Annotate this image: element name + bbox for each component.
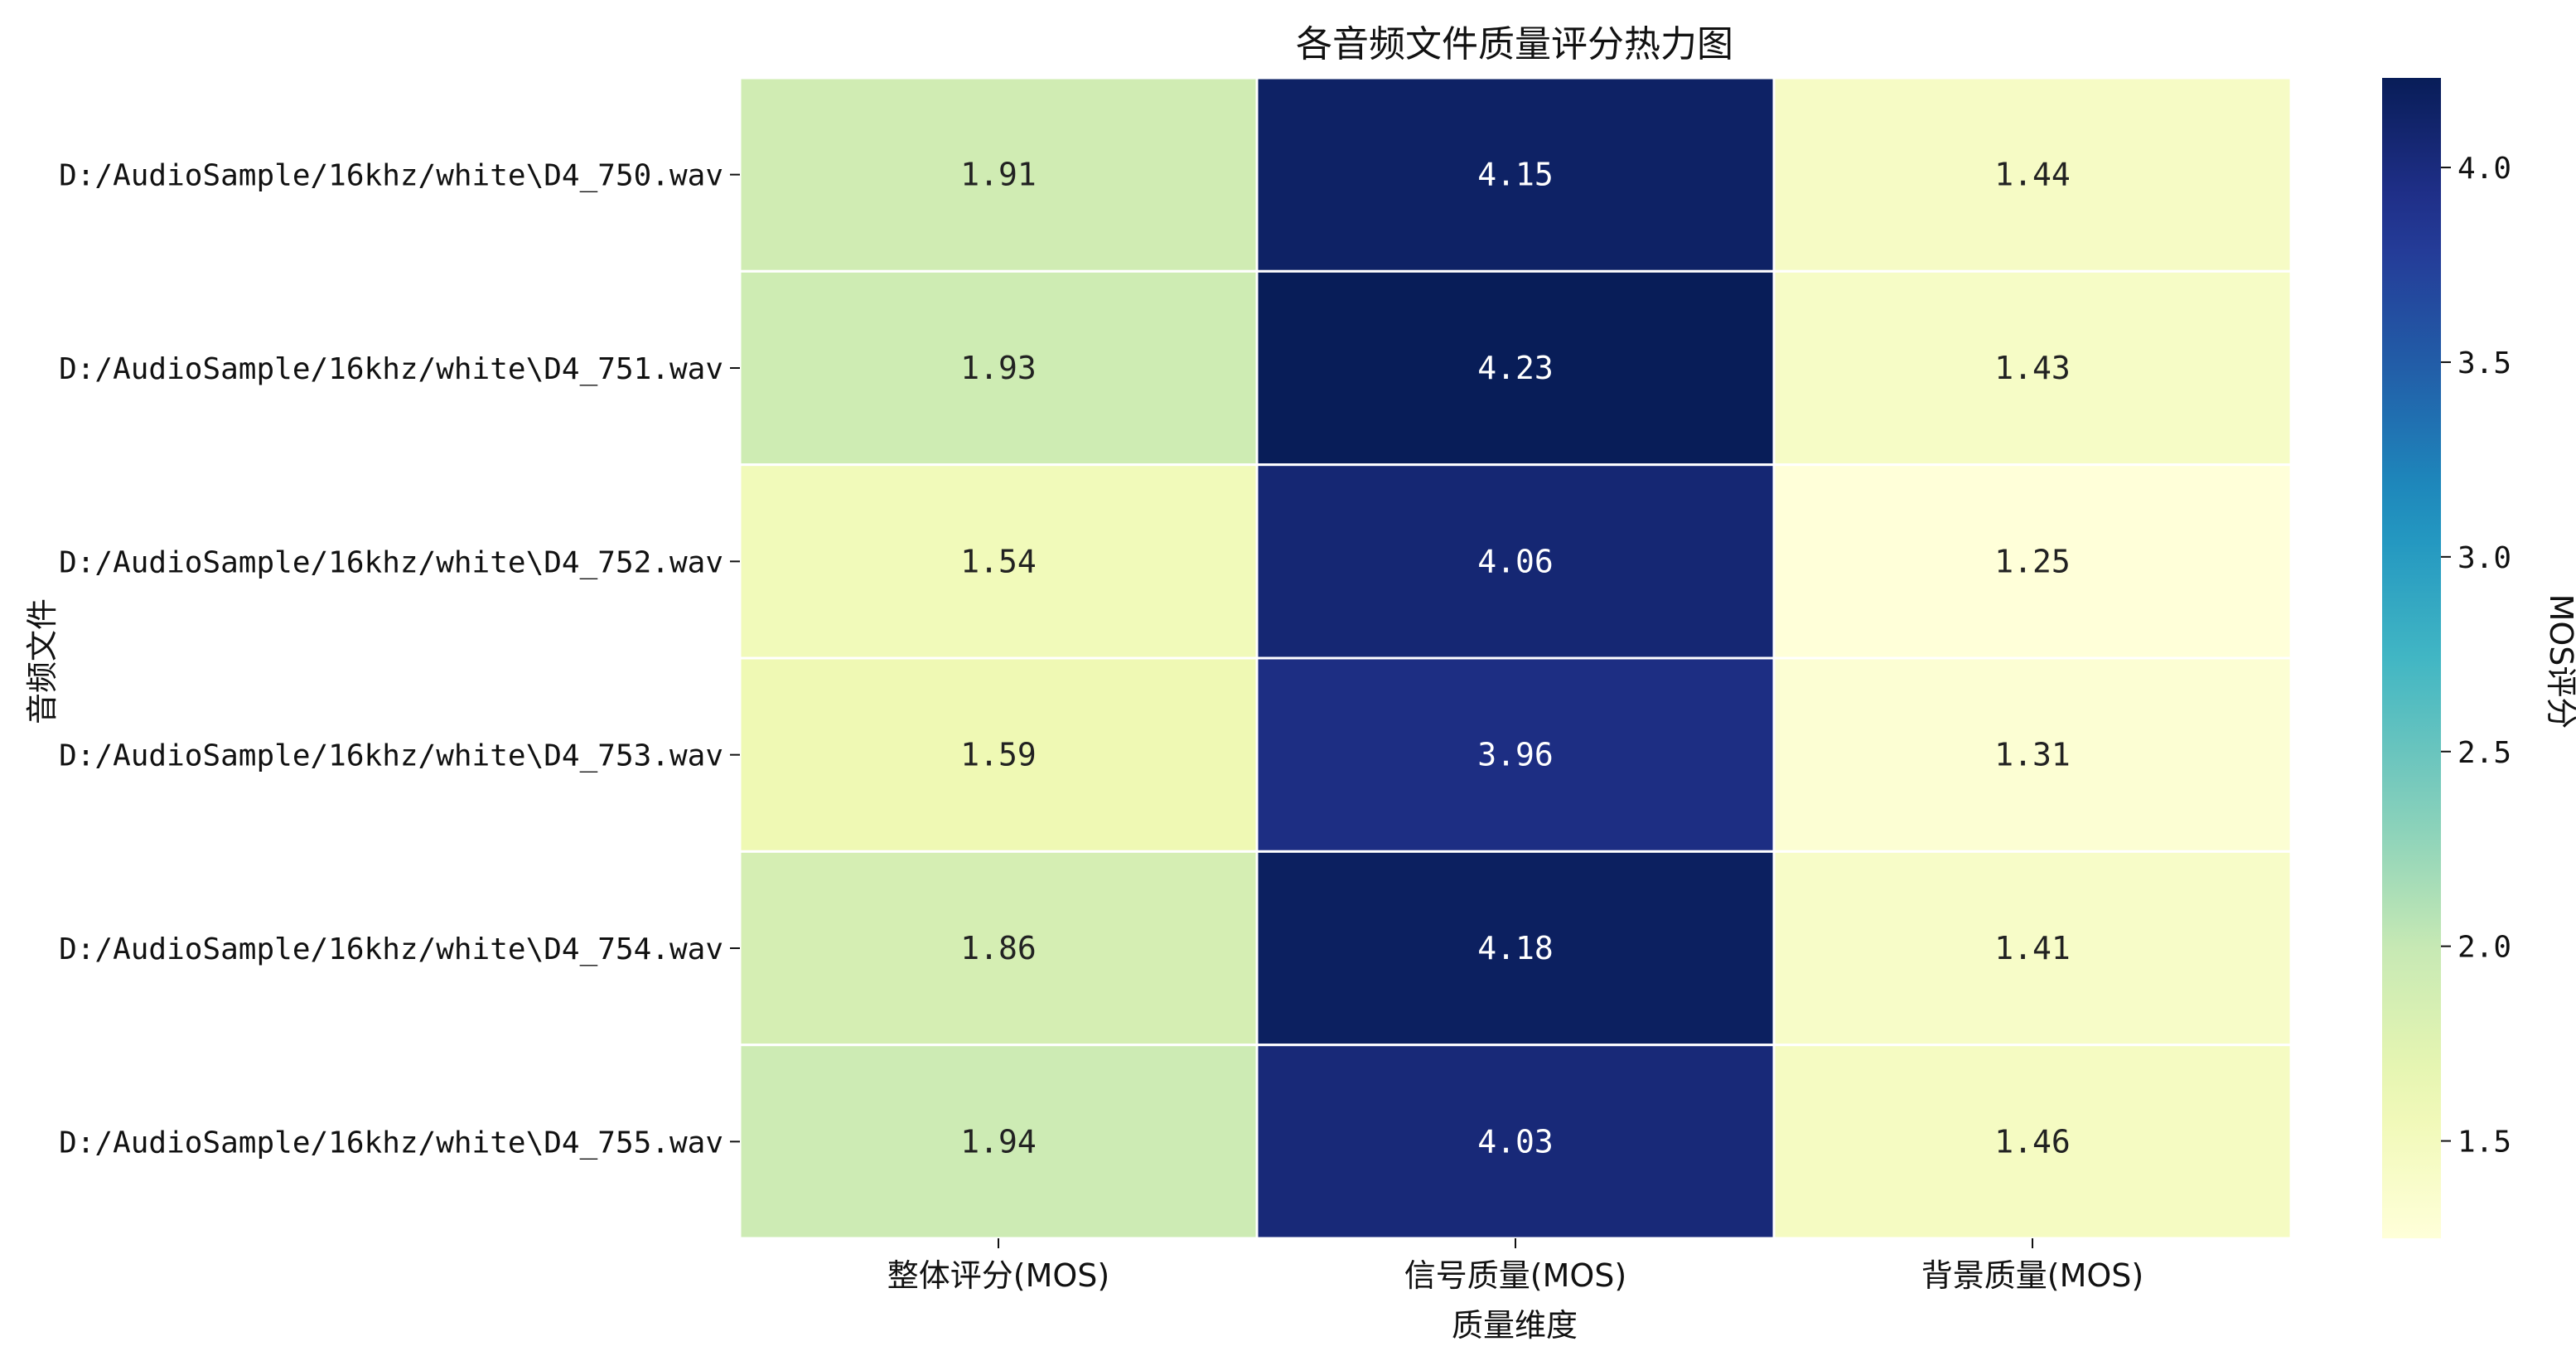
colorbar: [2382, 78, 2441, 1238]
y-tick-label: D:/AudioSample/16khz/white\D4_751.wav: [59, 352, 723, 386]
colorbar-tick-label: 4.0: [2458, 152, 2511, 186]
y-tick-label: D:/AudioSample/16khz/white\D4_752.wav: [59, 545, 723, 579]
cell-value-label: 1.86: [960, 930, 1037, 966]
colorbar-tick-label: 2.5: [2458, 736, 2511, 770]
heatmap-cell: [1255, 1044, 1776, 1240]
cell-value-label: 1.91: [960, 157, 1037, 193]
colorbar-tick-label: 1.5: [2458, 1126, 2511, 1160]
y-axis: D:/AudioSample/16khz/white\D4_750.wav D:/…: [59, 159, 740, 1160]
heatmap-cell: [1772, 850, 2293, 1047]
y-tick-label: D:/AudioSample/16khz/white\D4_753.wav: [59, 739, 723, 773]
heatmap-cell: [1255, 463, 1776, 660]
cell-value-label: 1.31: [1994, 737, 2071, 773]
x-tick-label: 整体评分(MOS): [887, 1257, 1109, 1294]
colorbar-tick-label: 3.5: [2458, 346, 2511, 380]
cell-value-label: 1.41: [1994, 930, 2071, 966]
heatmap-cell: [1772, 656, 2293, 853]
cell-value-label: 1.25: [1994, 543, 2071, 579]
colorbar-tick-label: 2.0: [2458, 931, 2511, 965]
heatmap-cell: [1255, 269, 1776, 467]
heatmap-cell: [1772, 1044, 2293, 1240]
cell-value-label: 4.06: [1477, 543, 1554, 579]
cell-value-label: 4.18: [1477, 930, 1554, 966]
cell-value-label: 4.23: [1477, 350, 1554, 386]
heatmap-cell: [1772, 76, 2293, 273]
x-axis: 整体评分(MOS) 信号质量(MOS) 背景质量(MOS): [887, 1238, 2143, 1294]
heatmap-cell: [738, 656, 1259, 853]
y-axis-title: 音频文件: [24, 598, 60, 724]
heatmap-cell: [738, 850, 1259, 1047]
heatmap-cells: 1.91 4.15 1.44 1.93 4.23 1.43 1.54 4.06 1.25 1.59…: [738, 76, 2293, 1240]
heatmap-cell: [1255, 850, 1776, 1047]
heatmap-cell: [738, 76, 1259, 273]
colorbar-tick-label: 3.0: [2458, 541, 2511, 575]
x-tick-label: 背景质量(MOS): [1921, 1257, 2143, 1294]
colorbar-axis: 1.5 2.0 2.5 3.0 3.5 4.0: [2441, 152, 2511, 1160]
cell-value-label: 1.46: [1994, 1123, 2071, 1160]
cell-value-label: 1.93: [960, 350, 1037, 386]
cell-value-label: 3.96: [1477, 737, 1554, 773]
cell-value-label: 1.54: [960, 543, 1037, 579]
cell-value-label: 4.03: [1477, 1123, 1554, 1160]
cell-value-label: 1.94: [960, 1123, 1037, 1160]
heatmap-cell: [1772, 269, 2293, 467]
cell-value-label: 4.15: [1477, 157, 1554, 193]
colorbar-title: MOS评分: [2543, 594, 2576, 729]
x-axis-title: 质量维度: [1452, 1307, 1578, 1344]
heatmap-cell: [1255, 76, 1776, 273]
y-tick-label: D:/AudioSample/16khz/white\D4_755.wav: [59, 1126, 723, 1160]
y-tick-label: D:/AudioSample/16khz/white\D4_750.wav: [59, 159, 723, 193]
y-tick-label: D:/AudioSample/16khz/white\D4_754.wav: [59, 932, 723, 966]
cell-value-label: 1.44: [1994, 157, 2071, 193]
cell-value-label: 1.59: [960, 737, 1037, 773]
chart-title: 各音频文件质量评分热力图: [1296, 23, 1733, 65]
cell-value-label: 1.43: [1994, 350, 2071, 386]
heatmap-cell: [738, 269, 1259, 467]
x-tick-label: 信号质量(MOS): [1404, 1257, 1626, 1294]
